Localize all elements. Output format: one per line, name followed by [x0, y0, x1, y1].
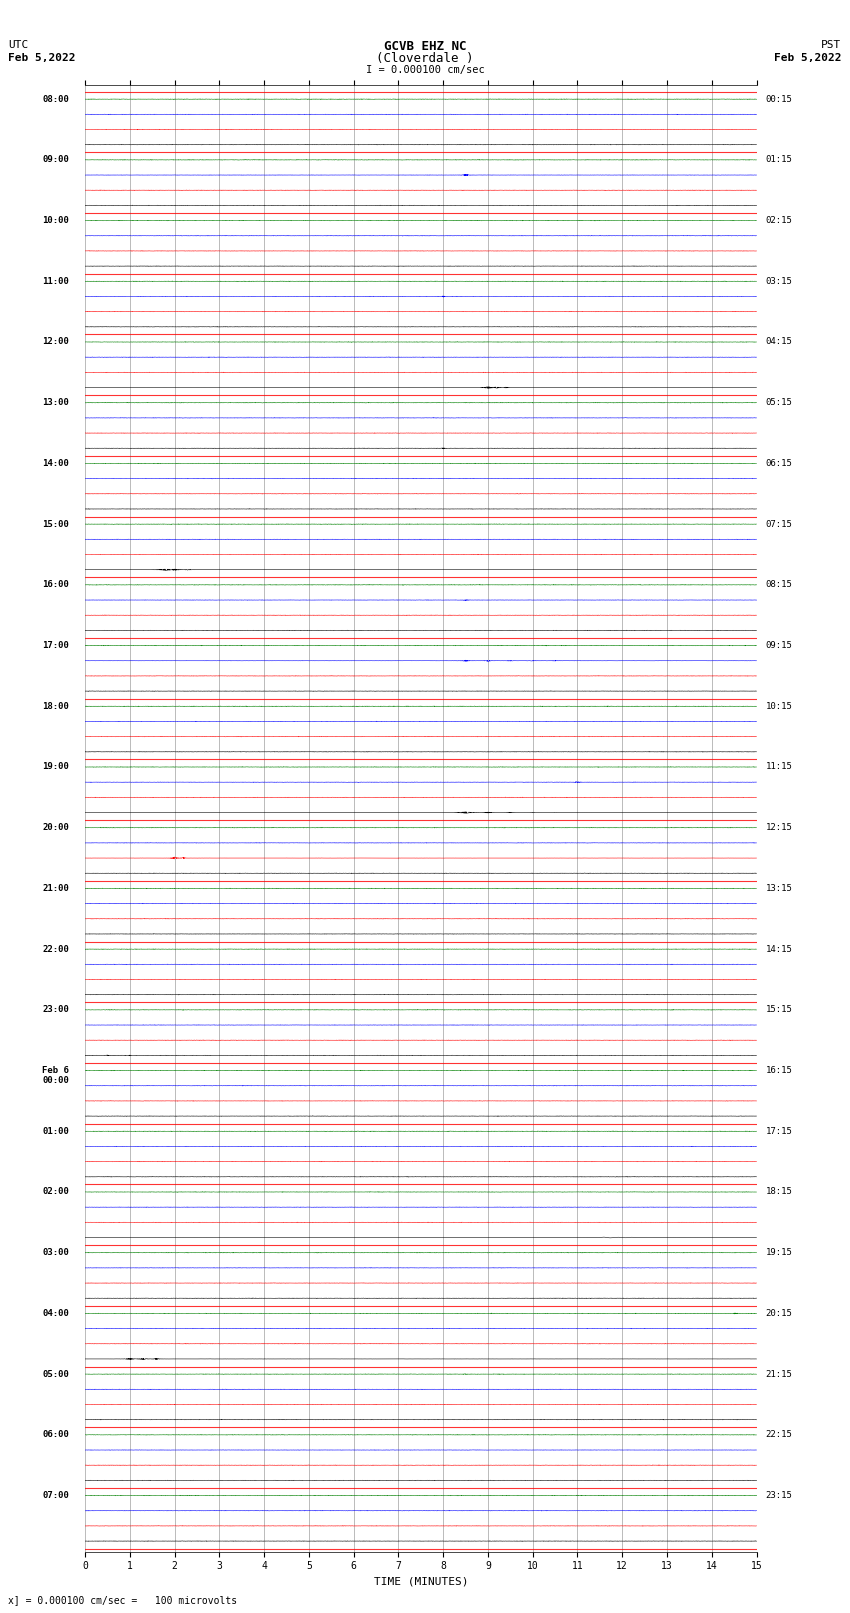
Text: 17:15: 17:15	[766, 1127, 792, 1136]
Text: Feb 5,2022: Feb 5,2022	[774, 53, 842, 63]
Text: PST: PST	[821, 40, 842, 50]
Text: 23:15: 23:15	[766, 1490, 792, 1500]
Text: 12:00: 12:00	[42, 337, 70, 347]
Text: 20:00: 20:00	[42, 823, 70, 832]
Text: 14:15: 14:15	[766, 945, 792, 953]
Text: 17:00: 17:00	[42, 640, 70, 650]
Text: 19:15: 19:15	[766, 1248, 792, 1257]
Text: 04:15: 04:15	[766, 337, 792, 347]
Text: 08:00: 08:00	[42, 95, 70, 103]
Text: 19:00: 19:00	[42, 763, 70, 771]
Text: 04:00: 04:00	[42, 1308, 70, 1318]
Text: 13:00: 13:00	[42, 398, 70, 406]
Text: 03:00: 03:00	[42, 1248, 70, 1257]
Text: 05:15: 05:15	[766, 398, 792, 406]
Text: 18:15: 18:15	[766, 1187, 792, 1197]
Text: 08:15: 08:15	[766, 581, 792, 589]
Text: 12:15: 12:15	[766, 823, 792, 832]
Text: 16:15: 16:15	[766, 1066, 792, 1074]
Text: 00:15: 00:15	[766, 95, 792, 103]
Text: 15:15: 15:15	[766, 1005, 792, 1015]
Text: Feb 5,2022: Feb 5,2022	[8, 53, 76, 63]
Text: 07:15: 07:15	[766, 519, 792, 529]
Text: Feb 6
00:00: Feb 6 00:00	[42, 1066, 70, 1086]
Text: 06:00: 06:00	[42, 1431, 70, 1439]
Text: 02:15: 02:15	[766, 216, 792, 226]
Text: 18:00: 18:00	[42, 702, 70, 711]
Text: 07:00: 07:00	[42, 1490, 70, 1500]
Text: 06:15: 06:15	[766, 458, 792, 468]
Text: 02:00: 02:00	[42, 1187, 70, 1197]
Text: GCVB EHZ NC: GCVB EHZ NC	[383, 40, 467, 53]
Text: (Cloverdale ): (Cloverdale )	[377, 52, 473, 65]
Text: 10:00: 10:00	[42, 216, 70, 226]
Text: 10:15: 10:15	[766, 702, 792, 711]
Text: 03:15: 03:15	[766, 277, 792, 286]
Text: 20:15: 20:15	[766, 1308, 792, 1318]
Text: 05:00: 05:00	[42, 1369, 70, 1379]
Text: 21:15: 21:15	[766, 1369, 792, 1379]
Text: 22:15: 22:15	[766, 1431, 792, 1439]
Text: 23:00: 23:00	[42, 1005, 70, 1015]
X-axis label: TIME (MINUTES): TIME (MINUTES)	[373, 1578, 468, 1587]
Text: x] = 0.000100 cm/sec =   100 microvolts: x] = 0.000100 cm/sec = 100 microvolts	[8, 1595, 238, 1605]
Text: UTC: UTC	[8, 40, 29, 50]
Text: 21:00: 21:00	[42, 884, 70, 894]
Text: 09:15: 09:15	[766, 640, 792, 650]
Text: 15:00: 15:00	[42, 519, 70, 529]
Text: 13:15: 13:15	[766, 884, 792, 894]
Text: 22:00: 22:00	[42, 945, 70, 953]
Text: 09:00: 09:00	[42, 155, 70, 165]
Text: 14:00: 14:00	[42, 458, 70, 468]
Text: 01:15: 01:15	[766, 155, 792, 165]
Text: I = 0.000100 cm/sec: I = 0.000100 cm/sec	[366, 65, 484, 74]
Text: 11:00: 11:00	[42, 277, 70, 286]
Text: 16:00: 16:00	[42, 581, 70, 589]
Text: 01:00: 01:00	[42, 1127, 70, 1136]
Text: 11:15: 11:15	[766, 763, 792, 771]
